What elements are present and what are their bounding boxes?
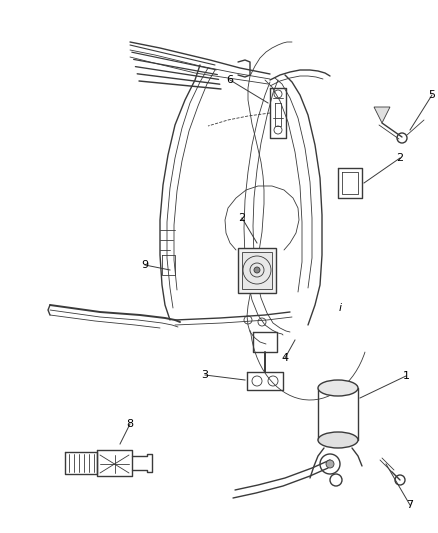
Text: 5: 5 [428,90,435,100]
Circle shape [326,460,334,468]
Text: i: i [339,303,342,313]
Text: 2: 2 [396,153,403,163]
Text: 6: 6 [226,75,233,85]
Text: 9: 9 [141,260,148,270]
Ellipse shape [318,380,358,396]
Bar [238,248,276,293]
Ellipse shape [318,432,358,448]
Text: 2: 2 [238,213,246,223]
Text: 7: 7 [406,500,413,510]
Bar [242,252,272,289]
Circle shape [254,267,260,273]
Text: 4: 4 [282,353,289,363]
Text: 1: 1 [403,371,410,381]
Text: 8: 8 [127,419,134,429]
Text: 3: 3 [201,370,208,380]
Polygon shape [374,107,390,123]
